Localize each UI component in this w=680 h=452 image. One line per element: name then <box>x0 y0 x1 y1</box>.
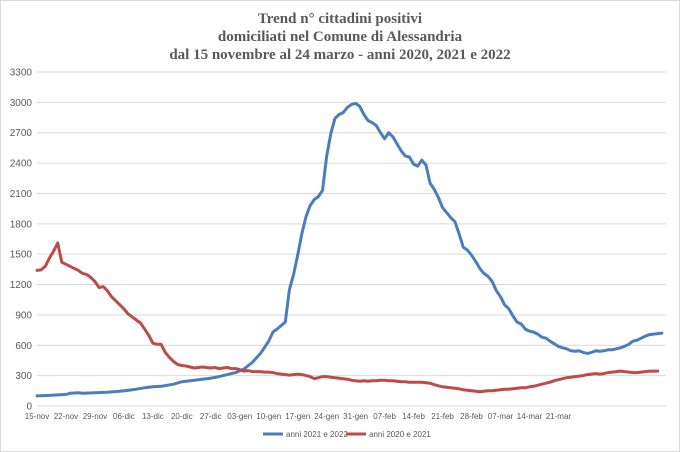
x-tick-label: 27-dic <box>200 412 222 421</box>
y-tick-label: 900 <box>15 310 32 321</box>
x-tick-label: 24-gen <box>314 412 339 421</box>
y-axis-ticks: 0 300 600 900 1200 1500 1800 2100 2400 2700 3000 33… <box>10 68 33 413</box>
x-tick-label: 14-feb <box>402 412 425 421</box>
x-tick-label: 15-nov <box>25 412 49 421</box>
x-tick-label: 07-feb <box>373 412 396 421</box>
y-tick-label: 0 <box>26 402 32 413</box>
y-tick-label: 3300 <box>10 68 33 79</box>
x-tick-label: 28-feb <box>460 412 483 421</box>
x-tick-label: 06-dic <box>113 412 135 421</box>
y-tick-label: 1800 <box>10 219 33 230</box>
series-line-2 <box>35 241 660 394</box>
chart-title-line-3: dal 15 novembre al 24 marzo - anni 2020,… <box>169 47 511 63</box>
y-tick-label: 600 <box>15 341 32 352</box>
x-tick-label: 17-gen <box>285 412 310 421</box>
chart-title-line-1: Trend n° cittadini positivi <box>257 11 423 27</box>
chart-title-line-2: domiciliati nel Comune di Alessandria <box>217 29 463 45</box>
legend: anni 2021 e 2022 anni 2020 e 2021 <box>263 430 431 439</box>
x-tick-label: 29-nov <box>83 412 107 421</box>
y-tick-label: 1500 <box>10 250 33 261</box>
series-line-1 <box>35 101 664 398</box>
gridlines <box>37 71 666 407</box>
x-tick-label: 20-dic <box>171 412 193 421</box>
y-tick-label: 1200 <box>10 280 33 291</box>
x-tick-label: 21-mar <box>546 412 572 421</box>
legend-label-1: anni 2021 e 2022 <box>286 430 348 439</box>
x-tick-label: 10-gen <box>256 412 281 421</box>
y-tick-label: 2100 <box>10 189 33 200</box>
y-tick-label: 2700 <box>10 128 33 139</box>
series-lines <box>35 101 664 398</box>
x-tick-label: 03-gen <box>227 412 252 421</box>
y-tick-label: 3000 <box>10 98 33 109</box>
x-tick-label: 21-feb <box>431 412 454 421</box>
x-tick-label: 22-nov <box>54 412 78 421</box>
x-tick-label: 31-gen <box>343 412 368 421</box>
y-tick-label: 300 <box>15 371 32 382</box>
x-tick-label: 14-mar <box>517 412 543 421</box>
x-axis-ticks: 15-nov 22-nov 29-nov 06-dic 13-dic 20-dic 27-d… <box>25 412 572 421</box>
legend-label-2: anni 2020 e 2021 <box>369 430 431 439</box>
x-tick-label: 13-dic <box>142 412 164 421</box>
y-tick-label: 2400 <box>10 159 33 170</box>
x-tick-label: 07-mar <box>488 412 514 421</box>
